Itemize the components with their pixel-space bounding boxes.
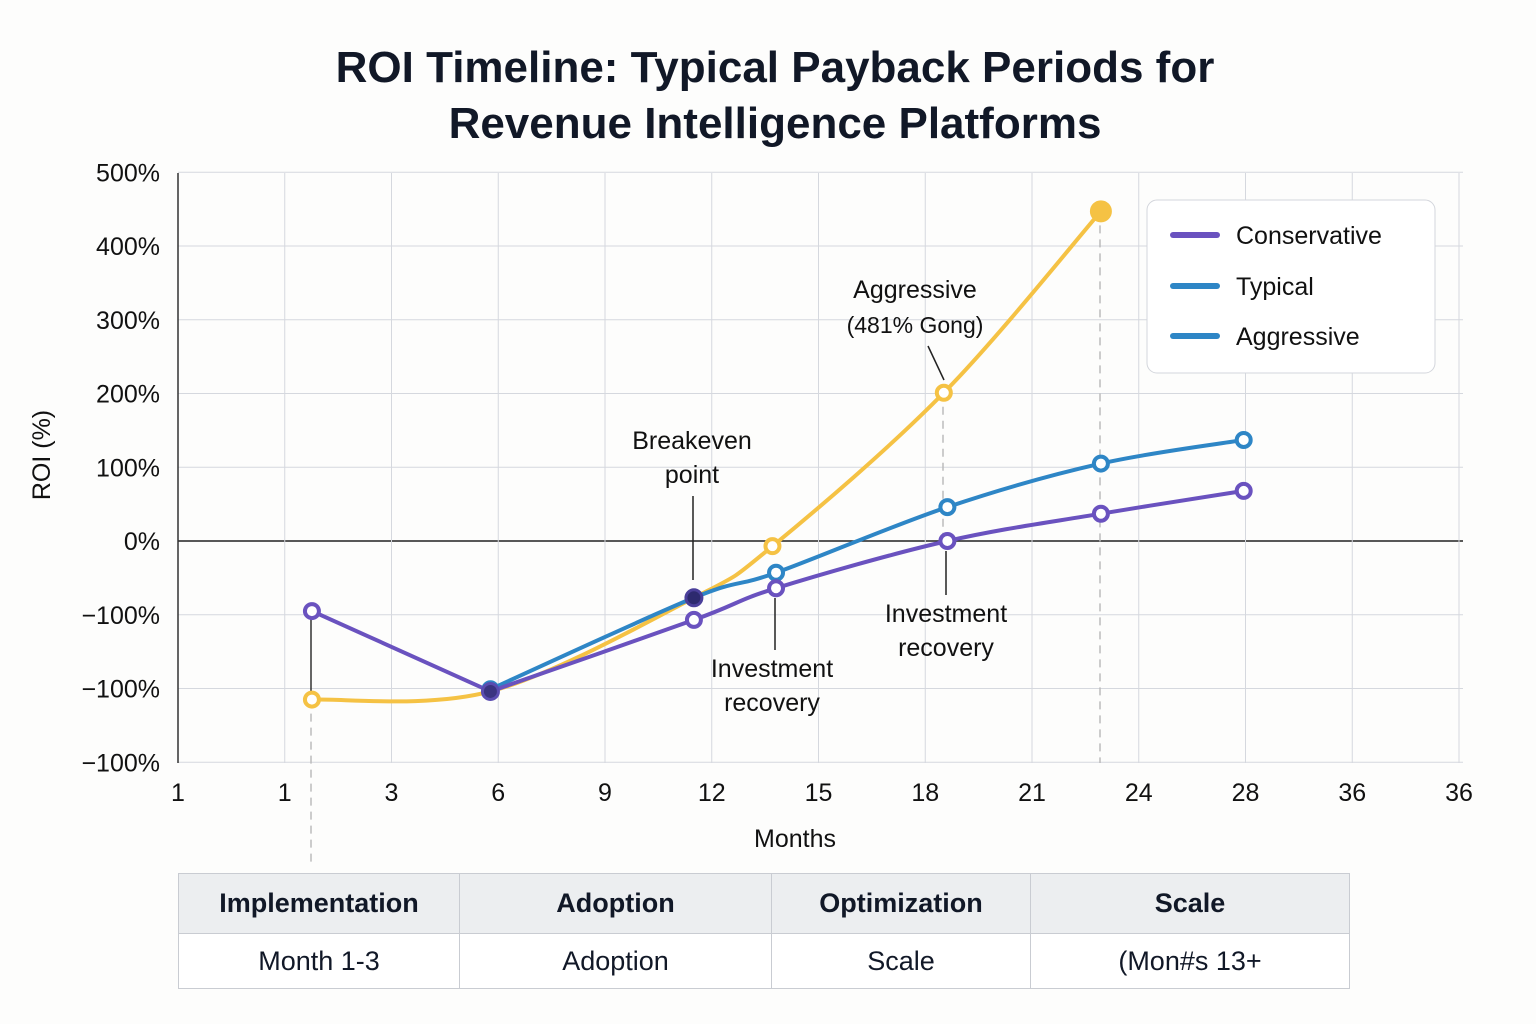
- data-point-aggressive: [934, 383, 953, 402]
- annotation-text: (481% Gong): [847, 312, 984, 338]
- phase-table: Implementation Adoption Optimization Sca…: [178, 873, 1350, 989]
- title-line-1: ROI Timeline: Typical Payback Periods fo…: [335, 43, 1215, 92]
- x-tick-label: 12: [698, 779, 726, 807]
- table-cell: Scale: [771, 933, 1031, 989]
- annotation-text: Aggressive: [853, 276, 977, 304]
- annotation-leader: [927, 345, 945, 381]
- y-tick-label: −100%: [81, 749, 160, 777]
- annotation-text: recovery: [898, 634, 994, 662]
- data-point-aggressive: [763, 537, 782, 556]
- legend-box: [1146, 199, 1436, 374]
- x-tick-label: 3: [385, 779, 399, 807]
- data-point-typical: [767, 563, 786, 582]
- y-axis-label: ROI (%): [28, 410, 56, 500]
- chart-title: ROI Timeline: Typical Payback Periods fo…: [0, 40, 1536, 152]
- y-tick-label: 500%: [96, 159, 160, 187]
- legend-label: Conservative: [1236, 222, 1382, 250]
- grid: [177, 171, 1463, 763]
- x-tick-label: 21: [1018, 779, 1046, 807]
- table-header: Implementation: [178, 873, 460, 934]
- data-point-typical: [1091, 454, 1110, 473]
- annotation-aggressive: Aggressive (481% Gong): [847, 276, 984, 381]
- data-point-conservative: [302, 602, 321, 621]
- table-header-row: Implementation Adoption Optimization Sca…: [178, 873, 1350, 934]
- legend-label: Aggressive: [1236, 323, 1360, 351]
- breakeven-point-marker: [684, 588, 704, 608]
- series-lines: [309, 209, 1246, 704]
- annotation-breakeven: Breakeven point: [632, 427, 752, 580]
- series-markers: [302, 200, 1253, 709]
- table-cell: Month 1-3: [178, 933, 460, 989]
- y-tick-label: 200%: [96, 381, 160, 409]
- x-tick-label: 6: [491, 779, 505, 807]
- table-header: Optimization: [771, 873, 1031, 934]
- x-tick-label: 1: [171, 779, 185, 807]
- data-point-aggressive: [1089, 200, 1112, 223]
- title-line-2: Revenue Intelligence Platforms: [448, 99, 1102, 148]
- x-tick-label: 15: [805, 779, 833, 807]
- data-point-conservative: [938, 532, 957, 550]
- annotation-recovery-1: Investment recovery: [711, 598, 833, 717]
- series-line-conservative: [489, 488, 1245, 694]
- y-tick-label: −100%: [81, 602, 160, 630]
- annotation-text: recovery: [724, 689, 820, 717]
- x-tick-label: 24: [1125, 779, 1153, 807]
- y-tick-label: 0%: [124, 528, 160, 556]
- legend: Conservative Typical Aggressive: [1146, 199, 1436, 374]
- annotation-text: Investment: [711, 655, 833, 683]
- series-line-aggressive: [309, 209, 1103, 704]
- guide-lines: [310, 211, 1101, 862]
- x-tick-label: 28: [1232, 779, 1260, 807]
- data-point-conservative: [767, 579, 786, 598]
- x-tick-label: 9: [598, 779, 612, 807]
- annotation-recovery-2: Investment recovery: [885, 551, 1007, 662]
- x-tick-label: 36: [1338, 779, 1366, 807]
- legend-label: Typical: [1236, 273, 1314, 301]
- table-cell: (Mon#s 13+: [1030, 933, 1350, 989]
- axis-ticks: 500% 400% 300% 200% 100% 0% −100% −100% −100% 1 1 3…: [81, 159, 1472, 807]
- table-header: Adoption: [459, 873, 772, 934]
- x-tick-label: 1: [278, 779, 292, 807]
- annotation-text: point: [665, 461, 719, 489]
- y-tick-label: −100%: [81, 676, 160, 704]
- y-tick-label: 400%: [96, 233, 160, 261]
- annotation-text: Investment: [885, 600, 1007, 628]
- x-tick-label: 36: [1445, 779, 1473, 807]
- data-point-conservative: [1234, 481, 1253, 500]
- series-line-conservative-start: [311, 609, 492, 694]
- data-point-conservative: [1091, 504, 1110, 523]
- table-row: Month 1-3 Adoption Scale (Mon#s 13+: [178, 933, 1350, 989]
- x-tick-label: 18: [911, 779, 939, 807]
- y-tick-label: 100%: [96, 454, 160, 482]
- data-point-aggressive: [302, 690, 321, 709]
- data-point-typical: [938, 498, 957, 517]
- table-header: Scale: [1030, 873, 1350, 934]
- data-point-typical: [1234, 430, 1253, 449]
- x-axis-label: Months: [754, 825, 836, 853]
- y-tick-label: 300%: [96, 307, 160, 335]
- table-cell: Adoption: [459, 933, 772, 989]
- series-line-typical: [488, 437, 1246, 692]
- annotation-text: Breakeven: [632, 427, 752, 455]
- junction-point-marker: [480, 681, 500, 701]
- data-point-conservative: [684, 610, 703, 629]
